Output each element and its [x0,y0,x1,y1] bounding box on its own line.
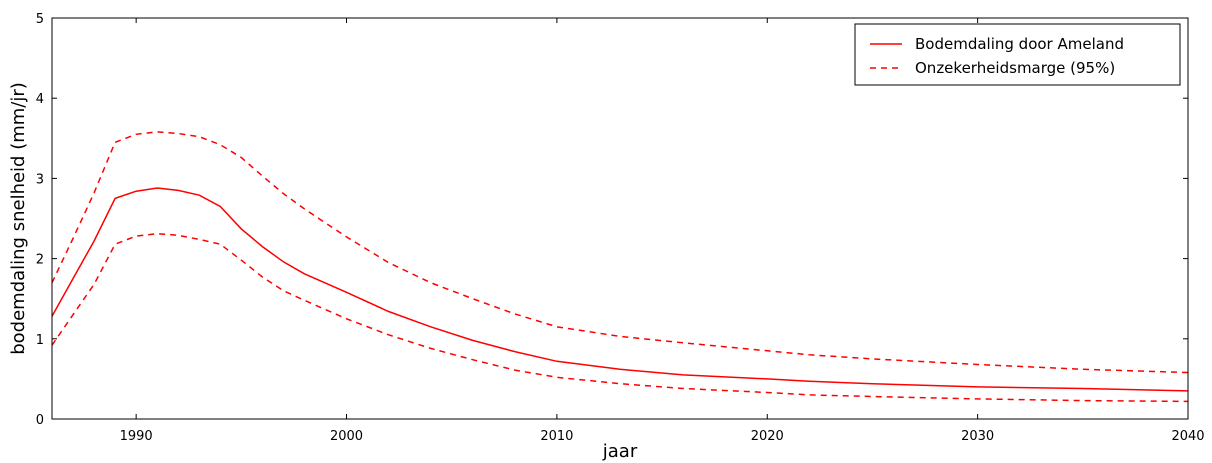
x-tick-label-2000: 2000 [330,429,363,444]
y-tick-label-0: 0 [36,413,44,428]
x-tick-label-2020: 2020 [751,429,784,444]
y-axis-label: bodemdaling snelheid (mm/jr) [8,82,29,355]
series-line-bodemdaling [51,187,1189,392]
x-tick-label-2030: 2030 [961,429,994,444]
legend-entry-bodemdaling: Bodemdaling door Ameland [915,35,1124,53]
series-line-upper-bound [51,131,1189,374]
legend: Bodemdaling door Ameland Onzekerheidsmar… [854,23,1181,86]
legend-box [854,23,1181,86]
y-tick-label-2: 2 [36,253,44,268]
plot-frame [51,17,1189,420]
x-tick-label-1990: 1990 [120,429,153,444]
y-tick-label-5: 5 [36,12,44,27]
x-tick-label-2040: 2040 [1171,429,1204,444]
y-tick-label-4: 4 [36,92,44,107]
x-tick-label-2010: 2010 [540,429,573,444]
x-axis-label: jaar [602,441,638,462]
y-tick-label-1: 1 [36,333,44,348]
legend-entry-onzekerheidsmarge: Onzekerheidsmarge (95%) [915,59,1115,77]
series-line-lower-bound [51,232,1189,403]
y-tick-label-3: 3 [36,172,44,187]
